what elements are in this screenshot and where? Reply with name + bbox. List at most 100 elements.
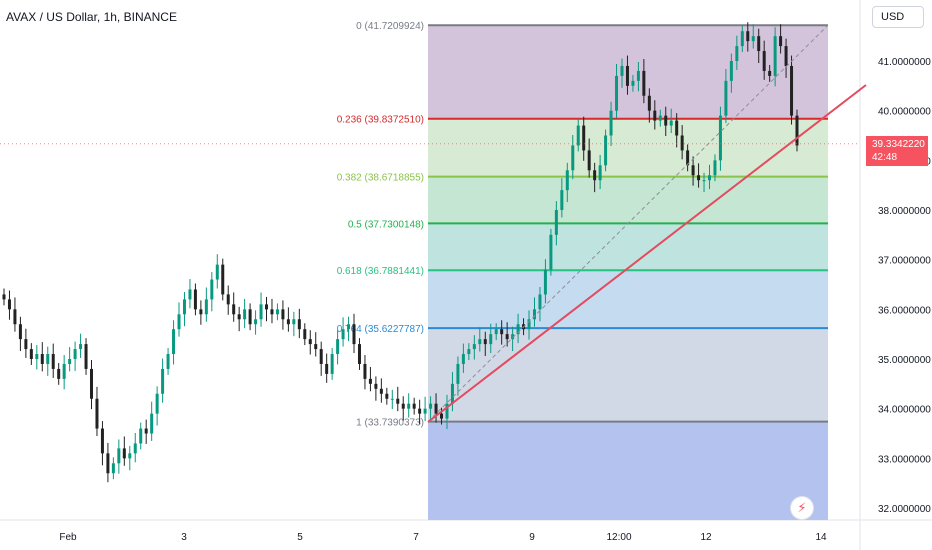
- candle-body: [740, 31, 744, 47]
- candle-body: [604, 135, 608, 166]
- candle-body: [13, 309, 17, 325]
- fib-level-label: 0.382 (38.6718855): [337, 173, 424, 184]
- candle-body: [516, 324, 520, 335]
- candle-body: [795, 115, 799, 146]
- candle-body: [625, 65, 629, 86]
- candle-body: [73, 349, 77, 359]
- candle-body: [532, 309, 536, 320]
- candle-body: [254, 319, 258, 325]
- candle-body: [341, 329, 345, 340]
- candle-body: [718, 115, 722, 161]
- candle-body: [100, 428, 104, 454]
- candle-body: [51, 354, 55, 369]
- y-tick-label: 36.0000000: [878, 305, 931, 316]
- candle-body: [762, 51, 766, 71]
- candle-body: [784, 46, 788, 66]
- candle-body: [757, 36, 761, 52]
- candle-body: [609, 110, 613, 136]
- y-tick-label: 33.0000000: [878, 454, 931, 465]
- candle-body: [412, 403, 416, 409]
- candle-body: [84, 344, 88, 369]
- candle-body: [193, 289, 197, 310]
- candle-body: [357, 344, 361, 364]
- chart-title: AVAX / US Dollar, 1h, BINANCE: [6, 10, 177, 24]
- candle-body: [182, 299, 186, 315]
- lightning-icon[interactable]: ⚡: [791, 497, 813, 519]
- candle-body: [177, 314, 181, 330]
- candle-body: [379, 388, 383, 394]
- candle-body: [7, 299, 11, 310]
- y-tick-label: 35.0000000: [878, 355, 931, 366]
- candle-body: [418, 408, 422, 414]
- fib-zone: [428, 223, 828, 271]
- candle-body: [615, 75, 619, 111]
- candle-body: [779, 36, 783, 47]
- candle-body: [111, 463, 115, 474]
- candle-body: [587, 150, 591, 171]
- candle-body: [461, 354, 465, 364]
- candle-body: [423, 408, 427, 414]
- candle-body: [773, 36, 777, 76]
- candle-body: [199, 309, 203, 315]
- candle-body: [2, 294, 6, 300]
- y-tick-label: 38.0000000: [878, 206, 931, 217]
- candle-body: [440, 413, 444, 419]
- candle-body: [161, 368, 165, 394]
- candle-body: [527, 319, 531, 330]
- currency-unit-button[interactable]: USD: [872, 6, 924, 28]
- fib-level-label: 1 (33.7390373): [356, 418, 424, 429]
- candle-body: [62, 363, 66, 379]
- x-tick-label: 7: [413, 532, 419, 543]
- candle-body: [658, 115, 662, 121]
- candle-body: [79, 344, 83, 350]
- candle-body: [729, 61, 733, 81]
- x-tick-label: 12: [700, 532, 712, 543]
- fib-zone: [428, 176, 828, 224]
- candle-body: [286, 319, 290, 325]
- candle-body: [576, 125, 580, 146]
- candle-body: [46, 354, 50, 364]
- candle-body: [538, 294, 542, 310]
- candle-body: [18, 324, 22, 340]
- candle-body: [790, 65, 794, 116]
- candle-body: [243, 309, 247, 320]
- y-tick-label: 32.0000000: [878, 504, 931, 515]
- x-tick-label: 14: [815, 532, 827, 543]
- fib-zone: [428, 270, 828, 329]
- last-price-value: 39.3342220: [872, 139, 925, 150]
- candle-body: [768, 70, 772, 76]
- candle-body: [90, 368, 94, 399]
- y-tick-label: 34.0000000: [878, 405, 931, 416]
- candle-body: [259, 304, 263, 320]
- candle-body: [434, 403, 438, 414]
- candle-body: [150, 413, 154, 434]
- candle-body: [265, 304, 269, 310]
- candle-body: [407, 403, 411, 409]
- candle-body: [117, 448, 121, 464]
- candle-body: [308, 339, 312, 345]
- candle-body: [385, 393, 389, 399]
- candle-body: [40, 354, 44, 364]
- candle-body: [226, 294, 230, 305]
- candle-body: [352, 324, 356, 345]
- candle-body: [642, 70, 646, 96]
- candle-body: [746, 31, 750, 42]
- candle-body: [505, 334, 509, 340]
- candle-body: [95, 398, 99, 429]
- candle-body: [500, 329, 504, 335]
- fib-zone: [428, 328, 828, 422]
- candle-body: [232, 304, 236, 315]
- candle-body: [636, 70, 640, 81]
- candle-body: [565, 170, 569, 191]
- candle-body: [133, 443, 137, 454]
- candle-body: [390, 398, 394, 400]
- trendline: [427, 84, 867, 423]
- x-tick-label: 12:00: [606, 532, 631, 543]
- last-price-badge: 39.3342220 42:48: [866, 136, 928, 166]
- y-tick-label: 41.0000000: [878, 57, 931, 68]
- candle-body: [664, 115, 668, 126]
- candle-body: [429, 403, 433, 409]
- candle-body: [554, 210, 558, 235]
